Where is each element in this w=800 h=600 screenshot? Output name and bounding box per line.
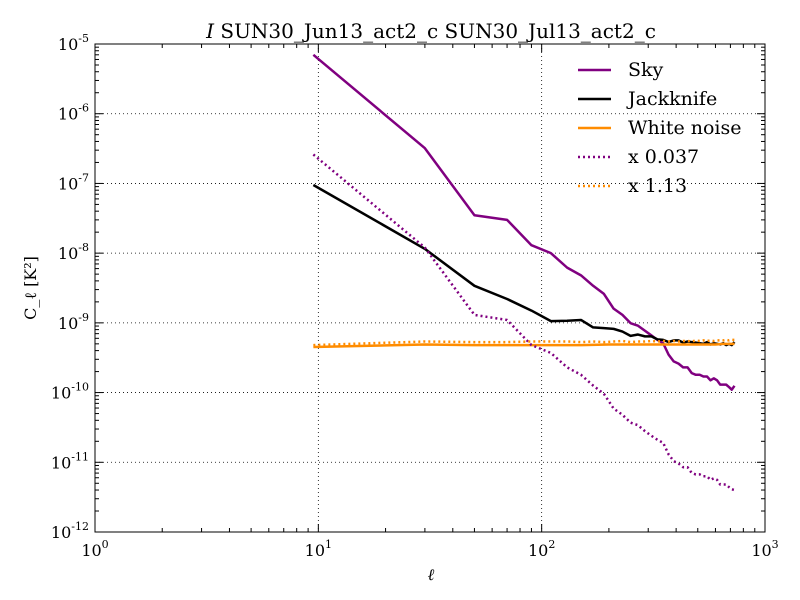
x-axis-label: ℓ [428, 565, 435, 584]
axis-ticks: 100 101 102 103 10-12 10-11 10-10 10-9 10-8 10-7 1… [51, 32, 779, 560]
legend-label-x-0-037: x 0.037 [628, 146, 699, 168]
chart-title: I SUN30_Jun13_act2_c SUN30_Jul13_act2_c [205, 19, 656, 43]
y-tick-label: 10-6 [58, 102, 89, 124]
chart-title-text: SUN30_Jun13_act2_c SUN30_Jul13_act2_c [214, 19, 656, 43]
x-tick-label: 103 [751, 538, 778, 560]
plot-area [312, 53, 736, 492]
series-line-x-1-13 [313, 338, 735, 347]
legend-label-white-noise: White noise [628, 117, 742, 139]
y-tick-label: 10-7 [58, 171, 89, 193]
y-tick-label: 10-11 [51, 450, 89, 472]
chart-title-symbol: I [205, 19, 215, 43]
y-axis-label: C_ℓ [K²] [21, 256, 40, 320]
grid-lines [95, 44, 765, 532]
x-tick-label: 101 [305, 538, 332, 560]
series-line-x-0-037 [312, 153, 735, 492]
y-tick-label: 10-9 [58, 311, 89, 333]
y-tick-label: 10-10 [51, 381, 89, 403]
legend-label-jackknife: Jackknife [626, 88, 717, 110]
y-tick-label: 10-12 [51, 520, 89, 542]
plot-frame [94, 43, 766, 533]
x-tick-label: 100 [81, 538, 108, 560]
y-tick-label: 10-5 [58, 32, 89, 54]
x-tick-label: 102 [528, 538, 555, 560]
legend-label-sky: Sky [628, 59, 664, 81]
series-line-sky [312, 53, 736, 391]
legend: Sky Jackknife White noise x 0.037 x 1.13 [578, 59, 742, 197]
series-line-white-noise [313, 342, 735, 349]
legend-label-x-1-13: x 1.13 [628, 175, 687, 197]
y-tick-label: 10-8 [58, 241, 89, 263]
